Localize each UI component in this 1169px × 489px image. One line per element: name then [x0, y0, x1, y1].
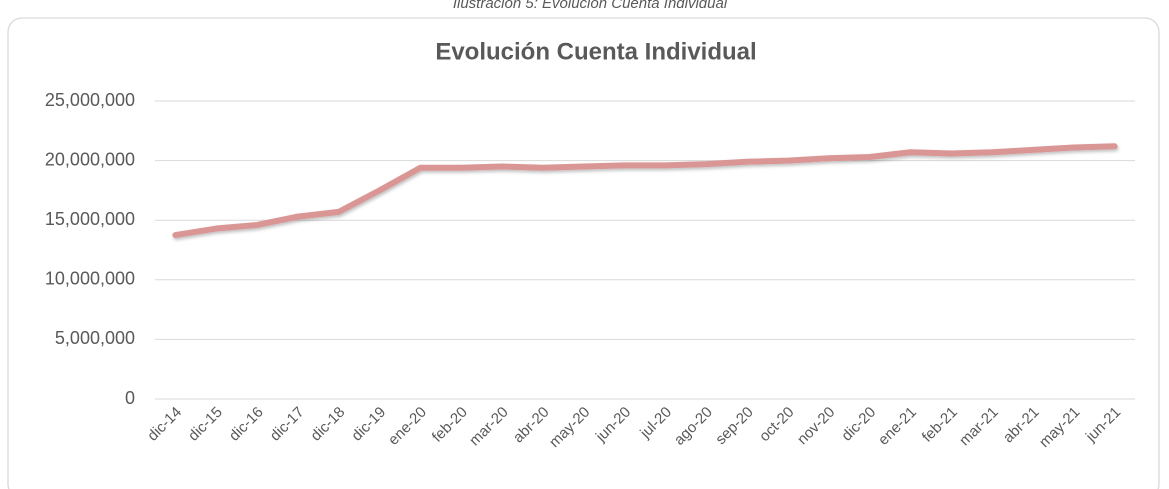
y-tick-label: 10,000,000 — [45, 269, 135, 289]
line-series — [172, 143, 1118, 239]
y-tick-label: 0 — [125, 388, 135, 408]
chart-title: Evolución Cuenta Individual — [435, 38, 756, 65]
y-tick-label: 20,000,000 — [45, 149, 135, 169]
caption: Ilustración 5: Evolución Cuenta Individu… — [453, 0, 728, 12]
chart-frame — [7, 17, 1160, 489]
y-tick-label: 5,000,000 — [55, 328, 135, 348]
y-tick-label: 15,000,000 — [45, 209, 135, 229]
y-tick-label: 25,000,000 — [45, 90, 135, 110]
